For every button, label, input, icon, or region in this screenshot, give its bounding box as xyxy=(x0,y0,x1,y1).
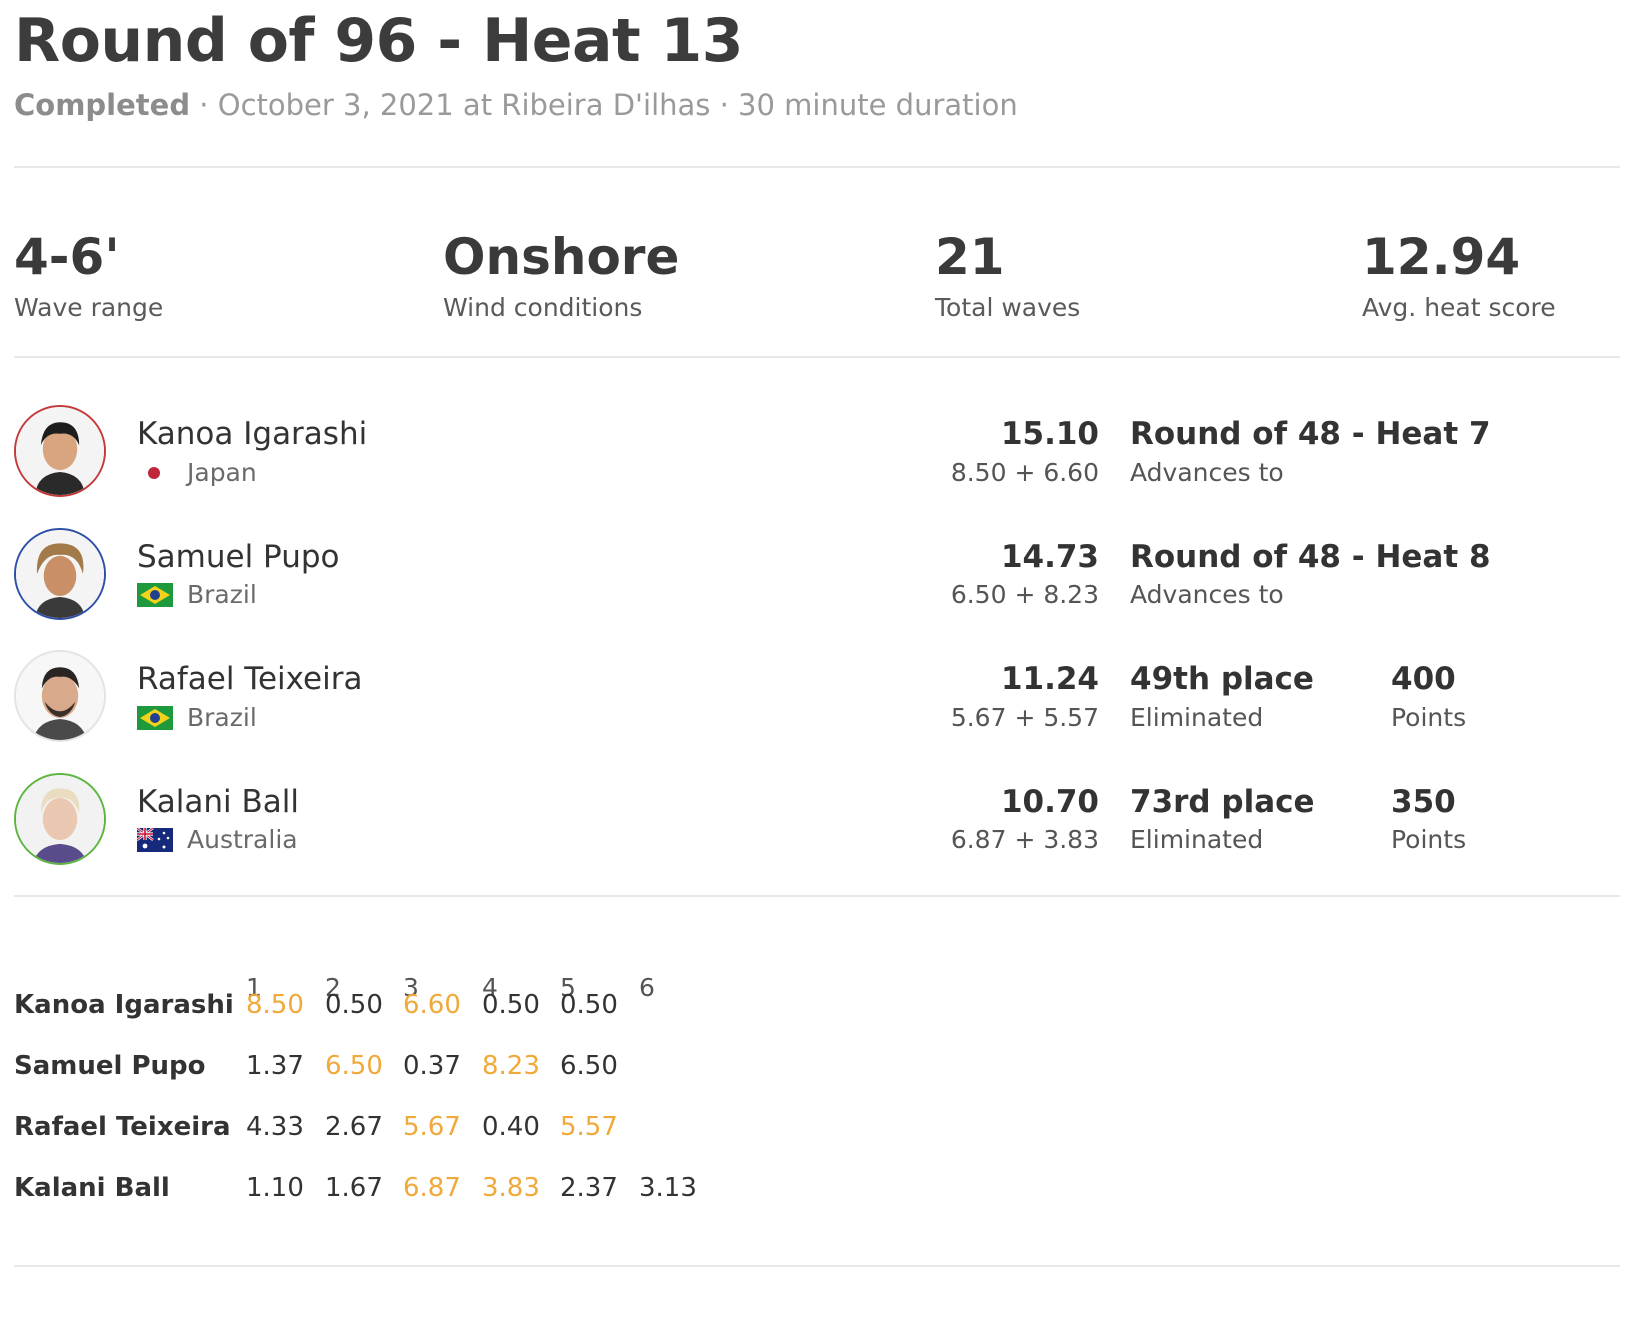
wave-score: 8.23 xyxy=(482,1051,540,1081)
wave-score: 1.37 xyxy=(246,1051,304,1081)
total-waves-value: 21 xyxy=(935,228,1005,286)
brazil-flag-icon xyxy=(137,583,173,607)
counted-waves: 5.67 + 5.57 xyxy=(950,703,1099,732)
wave-score: 0.50 xyxy=(482,990,540,1020)
wave-score: 6.50 xyxy=(325,1051,383,1081)
points-value: 400 xyxy=(1391,661,1456,697)
avatar-photo xyxy=(16,775,104,863)
wave-score: 5.67 xyxy=(403,1112,461,1142)
total-waves-label: Total waves xyxy=(935,293,1081,322)
surfer-name[interactable]: Kalani Ball xyxy=(137,784,299,820)
australia-flag-icon xyxy=(137,828,173,852)
points-label: Points xyxy=(1391,703,1467,732)
wave-score: 5.57 xyxy=(560,1112,618,1142)
wave-column-header: 3 xyxy=(403,973,419,1002)
surfer-country: Australia xyxy=(187,825,298,854)
next-heat-link[interactable]: Round of 48 - Heat 8 xyxy=(1130,539,1491,575)
wind-conditions-value: Onshore xyxy=(443,228,680,286)
wave-score: 6.87 xyxy=(403,1173,461,1203)
wave-column-header: 4 xyxy=(482,973,498,1002)
avatar-photo xyxy=(16,407,104,495)
wave-range-value: 4-6' xyxy=(14,228,120,286)
divider xyxy=(14,166,1620,168)
final-placing: 49th place xyxy=(1130,661,1314,697)
heat-status: Completed xyxy=(14,88,191,122)
surfer-country: Brazil xyxy=(187,580,257,609)
heat-details: Completed · October 3, 2021 at Ribeira D… xyxy=(14,88,1018,122)
wave-score: 1.67 xyxy=(325,1173,383,1203)
result-status: Advances to xyxy=(1130,458,1284,487)
wave-score: 1.10 xyxy=(246,1173,304,1203)
divider xyxy=(14,356,1620,358)
surfer-avatar[interactable] xyxy=(14,773,106,865)
avatar-photo xyxy=(16,652,104,740)
heat-total-score: 11.24 xyxy=(1000,661,1099,697)
heat-total-score: 10.70 xyxy=(1000,784,1099,820)
heat-total-score: 14.73 xyxy=(1000,539,1099,575)
avatar-photo xyxy=(16,530,104,618)
wave-score: 0.50 xyxy=(560,990,618,1020)
surfer-country: Japan xyxy=(187,458,257,487)
counted-waves: 6.87 + 3.83 xyxy=(950,825,1099,854)
brazil-flag-icon xyxy=(137,706,173,730)
wave-column-header: 5 xyxy=(560,973,576,1002)
wave-score: 4.33 xyxy=(246,1112,304,1142)
wave-row-surfer-name: Kanoa Igarashi xyxy=(14,990,234,1020)
result-status: Eliminated xyxy=(1130,703,1264,732)
next-heat-link[interactable]: Round of 48 - Heat 7 xyxy=(1130,416,1491,452)
counted-waves: 8.50 + 6.60 xyxy=(950,458,1099,487)
points-label: Points xyxy=(1391,825,1467,854)
surfer-name[interactable]: Samuel Pupo xyxy=(137,539,340,575)
surfer-avatar[interactable] xyxy=(14,650,106,742)
wind-conditions-label: Wind conditions xyxy=(443,293,643,322)
wave-score: 0.40 xyxy=(482,1112,540,1142)
wave-score: 3.13 xyxy=(639,1173,697,1203)
japan-flag-icon xyxy=(148,467,160,479)
avg-heat-score-value: 12.94 xyxy=(1362,228,1521,286)
wave-range-label: Wave range xyxy=(14,293,164,322)
wave-score: 6.50 xyxy=(560,1051,618,1081)
surfer-avatar[interactable] xyxy=(14,405,106,497)
heat-total-score: 15.10 xyxy=(1000,416,1099,452)
wave-row-surfer-name: Rafael Teixeira xyxy=(14,1112,231,1142)
divider xyxy=(14,1265,1620,1267)
wave-column-header: 1 xyxy=(246,973,262,1002)
wave-column-header: 6 xyxy=(639,973,655,1002)
wave-column-header: 2 xyxy=(325,973,341,1002)
wave-score: 2.37 xyxy=(560,1173,618,1203)
surfer-avatar[interactable] xyxy=(14,528,106,620)
wave-score: 0.50 xyxy=(325,990,383,1020)
points-value: 350 xyxy=(1391,784,1456,820)
wave-score: 3.83 xyxy=(482,1173,540,1203)
wave-score: 6.60 xyxy=(403,990,461,1020)
counted-waves: 6.50 + 8.23 xyxy=(950,580,1099,609)
heat-meta: · October 3, 2021 at Ribeira D'ilhas · 3… xyxy=(190,88,1018,122)
wave-row-surfer-name: Samuel Pupo xyxy=(14,1051,206,1081)
result-status: Advances to xyxy=(1130,580,1284,609)
page-title: Round of 96 - Heat 13 xyxy=(14,6,744,76)
surfer-country: Brazil xyxy=(187,703,257,732)
divider xyxy=(14,895,1620,897)
final-placing: 73rd place xyxy=(1130,784,1315,820)
surfer-name[interactable]: Rafael Teixeira xyxy=(137,661,363,697)
wave-score: 2.67 xyxy=(325,1112,383,1142)
wave-row-surfer-name: Kalani Ball xyxy=(14,1173,170,1203)
avg-heat-score-label: Avg. heat score xyxy=(1362,293,1556,322)
result-status: Eliminated xyxy=(1130,825,1264,854)
surfer-name[interactable]: Kanoa Igarashi xyxy=(137,416,368,452)
wave-score: 0.37 xyxy=(403,1051,461,1081)
wave-score: 8.50 xyxy=(246,990,304,1020)
